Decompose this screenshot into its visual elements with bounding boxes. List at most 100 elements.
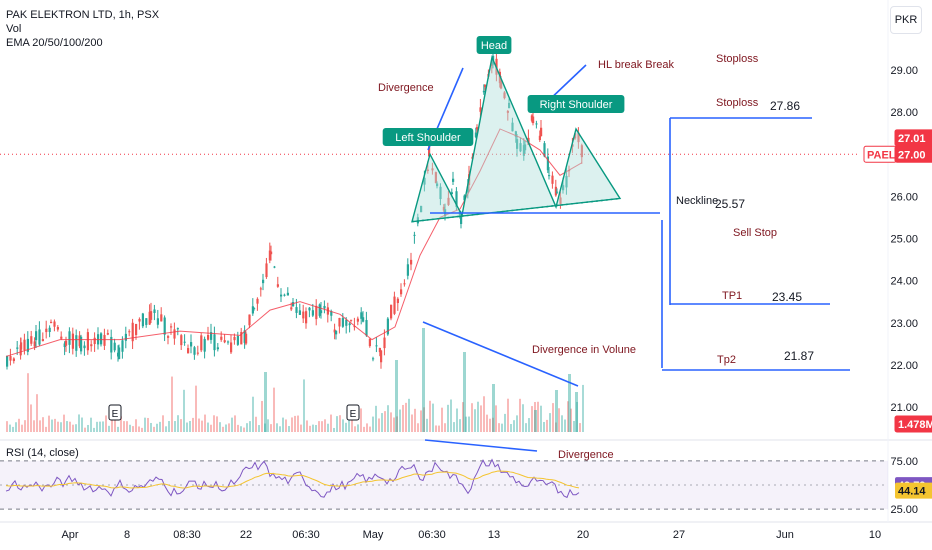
volume-bar [90, 417, 92, 432]
earnings-marker: E [112, 409, 119, 420]
volume-bar [285, 419, 287, 432]
candle-body [135, 323, 138, 336]
candle-body [16, 347, 19, 349]
candle-body [559, 197, 562, 204]
time-axis-label: 27 [673, 529, 685, 541]
candle-body [423, 177, 426, 185]
volume-bar [15, 422, 17, 432]
stoploss-value: 27.86 [770, 99, 800, 113]
volume-bar [36, 394, 38, 432]
candle-body [156, 318, 159, 325]
currency-button[interactable]: PKR [890, 6, 922, 34]
volume-bar [495, 405, 497, 432]
neckline-value: 25.57 [715, 197, 745, 211]
volume-bar [243, 427, 245, 432]
volume-bar [513, 420, 515, 432]
candle-body [63, 343, 66, 348]
candle-body [23, 339, 26, 351]
candle-body [265, 263, 268, 278]
candle-body [280, 294, 283, 297]
candle-body [341, 318, 344, 327]
volume-bar [21, 424, 23, 432]
candle-body [442, 206, 445, 211]
volume-bar [366, 423, 368, 432]
candle-body [500, 80, 503, 89]
candle-body [56, 327, 59, 330]
candle-body [216, 347, 219, 350]
volume-bar [120, 416, 122, 432]
volume-bar [48, 415, 50, 432]
time-axis-label: 13 [488, 529, 500, 541]
volume-bar [321, 421, 323, 432]
volume-bar [102, 421, 104, 432]
candle-body [113, 342, 116, 351]
tp2-value: 21.87 [784, 349, 814, 363]
candle-body [290, 307, 293, 310]
volume-bar [453, 422, 455, 432]
candle-body [551, 175, 554, 184]
volume-bar [180, 419, 182, 432]
volume-bar [300, 424, 302, 432]
volume-bar [246, 423, 248, 432]
candle-body [378, 347, 381, 353]
volume-bar [204, 414, 206, 432]
divergence-annotation: Divergence [378, 82, 434, 94]
volume-bar [507, 398, 509, 432]
volume-bar [576, 401, 578, 432]
volume-bar [237, 424, 239, 432]
volume-bar [51, 419, 53, 432]
candle-body [145, 318, 148, 325]
volume-bar [456, 408, 458, 432]
volume-bar [396, 416, 398, 432]
volume-bar [528, 418, 530, 432]
candle-body [506, 110, 509, 113]
volume-bar [477, 401, 479, 432]
volume-bar [282, 417, 284, 432]
candle-body [86, 332, 89, 351]
candle-body [426, 169, 429, 171]
candle-body [463, 195, 466, 201]
candle-body [484, 84, 487, 87]
candle-body [148, 311, 151, 325]
volume-bar [516, 415, 518, 432]
candle-body [452, 178, 455, 182]
candle-body [577, 132, 580, 143]
candle-body [233, 336, 236, 341]
volume-bar [354, 426, 356, 432]
volume-divergence-annotation: Divergence in Volune [532, 344, 636, 356]
candle-body [243, 330, 246, 343]
volume-bar [177, 415, 179, 432]
candle-body [335, 330, 338, 335]
volume-bar [57, 421, 59, 432]
left-shoulder-label: Left Shoulder [395, 132, 461, 144]
volume-bar [501, 423, 503, 432]
volume-bar [150, 422, 152, 432]
volume-bar [372, 416, 374, 432]
candle-body [124, 333, 127, 341]
volume-bar [297, 415, 299, 432]
candle-body [33, 341, 36, 347]
volume-bar [480, 405, 482, 432]
volume-bar [384, 411, 386, 432]
volume-bar [360, 408, 362, 432]
volume-bar [30, 404, 32, 432]
candle-body [380, 350, 383, 363]
candle-body [256, 298, 259, 304]
volume-bar [327, 423, 329, 432]
candle-body [173, 329, 176, 339]
candle-body [431, 168, 434, 171]
rsi-legend: RSI (14, close) [6, 447, 79, 459]
neckline-annotation: Neckline [676, 195, 718, 207]
volume-bar [261, 400, 263, 432]
candle-body [302, 311, 305, 319]
volume-bar [531, 406, 533, 432]
volume-bar [492, 384, 495, 432]
price-axis-label: 29.00 [890, 65, 918, 77]
volume-bar [348, 419, 350, 432]
volume-bar [27, 373, 29, 432]
volume-bar [195, 385, 197, 432]
volume-bar [294, 415, 296, 432]
candle-body [53, 321, 56, 327]
candle-body [193, 347, 196, 355]
